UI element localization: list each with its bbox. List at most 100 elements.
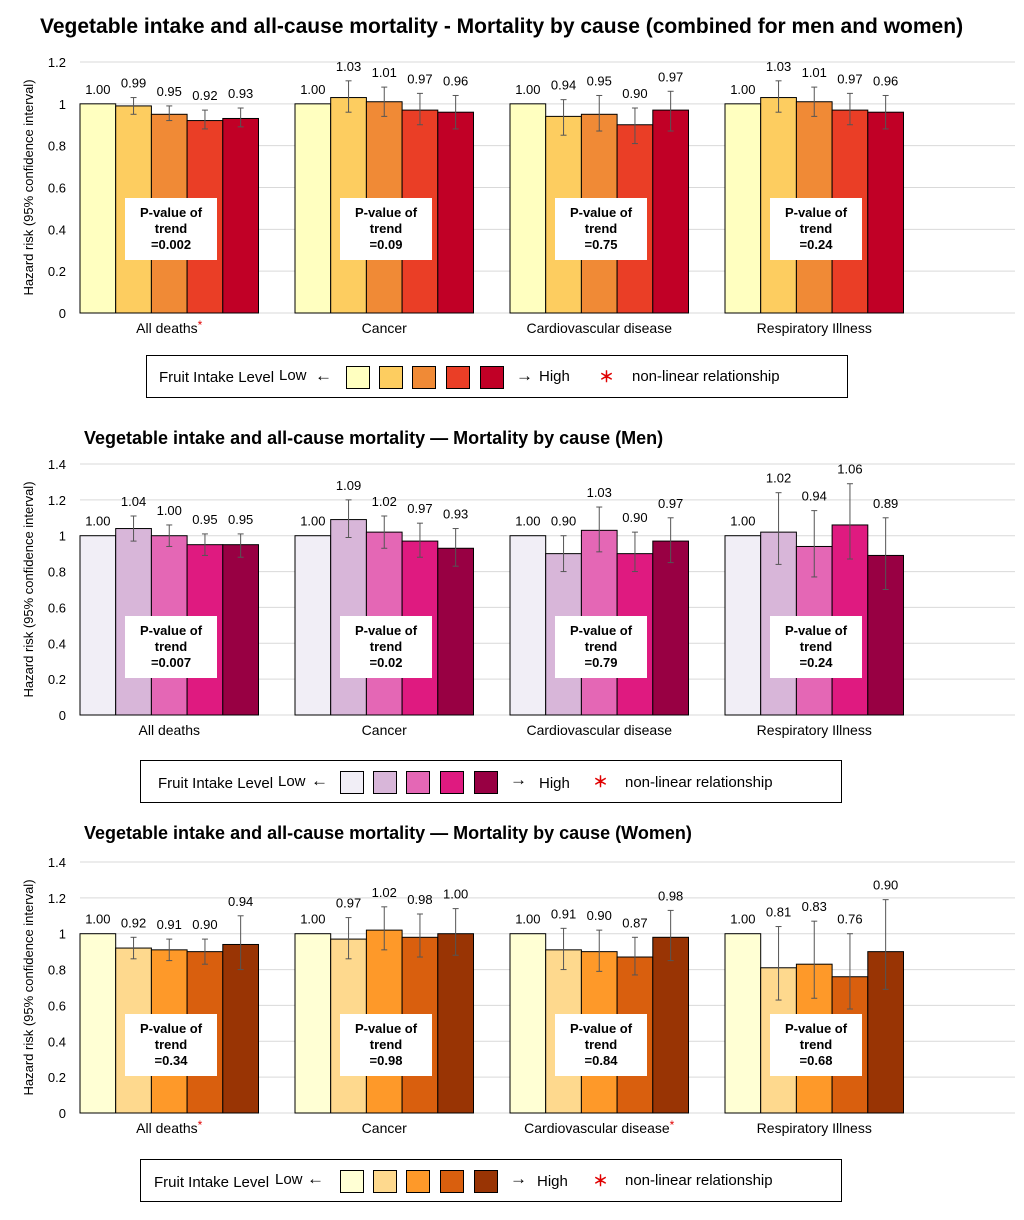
arrow-right-icon: → — [510, 770, 527, 789]
legend-star-text: non-linear relationship — [632, 368, 780, 385]
bar — [437, 547, 474, 716]
legend-swatch-3 — [412, 366, 436, 389]
legend: Fruit Intake Level Low ← → High ＊ non-li… — [146, 355, 848, 398]
x-tick-label: Respiratory Illness — [757, 320, 872, 336]
y-tick-label: 0.4 — [48, 222, 66, 237]
p-value-box: P-value of trend =0.02 — [340, 616, 432, 679]
p-value-label: P-value of trend — [784, 623, 848, 655]
data-label: 1.03 — [766, 59, 791, 74]
arrow-right-icon: → — [510, 1169, 527, 1188]
legend-high: High — [537, 1173, 568, 1190]
data-label: 0.98 — [658, 888, 683, 903]
legend-swatch-2 — [373, 771, 397, 794]
data-label: 0.93 — [443, 507, 468, 522]
y-axis-label: Hazard risk (95% confidence interval) — [21, 79, 36, 295]
y-tick-label: 0.8 — [48, 139, 66, 154]
bar — [294, 535, 332, 716]
legend-swatch-3 — [406, 771, 430, 794]
data-label: 0.97 — [336, 896, 361, 911]
data-label: 1.09 — [336, 478, 361, 493]
p-value: =0.68 — [799, 1053, 833, 1069]
bar — [437, 933, 474, 1114]
y-tick-label: 0 — [59, 1106, 66, 1121]
x-tick-label: Cancer — [362, 722, 407, 738]
chart-title: Vegetable intake and all-cause mortality… — [84, 823, 692, 843]
p-value-box: P-value of trend =0.09 — [340, 197, 432, 260]
bar — [222, 544, 260, 716]
legend-swatch-4 — [446, 366, 470, 389]
data-label: 1.00 — [157, 503, 182, 518]
bar — [294, 103, 332, 314]
arrow-left-icon: ← — [315, 366, 332, 385]
chart-men: 0 0.2 0.4 0.6 0.8 1 1.2 1.4 Hazard risk (95% con… — [21, 457, 1015, 738]
y-tick-label: 0.2 — [48, 672, 66, 687]
data-label: 0.96 — [873, 73, 898, 88]
data-label: 1.03 — [336, 59, 361, 74]
data-label: 1.02 — [372, 885, 397, 900]
bar — [509, 103, 547, 314]
p-value: =0.84 — [584, 1053, 618, 1069]
legend-low: Low — [279, 367, 307, 384]
p-value: =0.75 — [584, 236, 618, 252]
p-value-label: P-value of trend — [569, 204, 633, 236]
data-label: 0.95 — [587, 73, 612, 88]
bar — [652, 540, 689, 716]
legend-low: Low — [278, 773, 306, 790]
y-tick-label: 1.2 — [48, 493, 66, 508]
y-tick-label: 1 — [59, 97, 66, 112]
y-axis-label: Hazard risk (95% confidence interval) — [21, 481, 36, 697]
p-value-label: P-value of trend — [569, 623, 633, 655]
bar — [724, 103, 762, 314]
y-axis-label: Hazard risk (95% confidence interval) — [21, 879, 36, 1095]
y-tick-label: 0.2 — [48, 264, 66, 279]
p-value-box: P-value of trend =0.007 — [125, 616, 217, 679]
p-value-box: P-value of trend =0.75 — [555, 197, 647, 260]
x-tick-label: Cancer — [362, 1120, 407, 1136]
data-label: 0.90 — [622, 510, 647, 525]
data-label: 1.00 — [300, 82, 325, 97]
data-label: 0.97 — [658, 496, 683, 511]
data-label: 1.00 — [515, 82, 540, 97]
data-label: 1.00 — [443, 887, 468, 902]
x-tick-label: Respiratory Illness — [757, 1120, 872, 1136]
data-label: 0.76 — [837, 912, 862, 927]
bar — [437, 111, 474, 314]
bar — [724, 933, 762, 1114]
data-label: 0.99 — [121, 76, 146, 91]
x-tick-label: All deaths* — [136, 1118, 202, 1136]
bar — [79, 535, 117, 716]
data-label: 0.83 — [802, 899, 827, 914]
p-value: =0.24 — [799, 236, 833, 252]
x-tick-label: Cardiovascular disease* — [524, 1118, 675, 1136]
y-tick-label: 0.8 — [48, 963, 66, 978]
data-label: 0.97 — [658, 69, 683, 84]
p-value: =0.09 — [369, 236, 403, 252]
data-label: 0.95 — [157, 84, 182, 99]
data-label: 1.06 — [837, 462, 862, 477]
arrow-left-icon: ← — [311, 771, 328, 790]
data-label: 1.00 — [730, 514, 755, 529]
legend-star: ＊ — [599, 369, 615, 386]
bar — [652, 109, 689, 314]
chart-title: Vegetable intake and all-cause mortality… — [84, 428, 664, 448]
p-value-box: P-value of trend =0.84 — [555, 1014, 647, 1077]
p-value-label: P-value of trend — [354, 204, 418, 236]
y-tick-label: 0.4 — [48, 636, 66, 651]
p-value: =0.02 — [369, 655, 403, 671]
x-tick-label: Cardiovascular disease — [526, 722, 672, 738]
x-tick-label: All deaths* — [136, 318, 202, 336]
data-label: 0.91 — [551, 906, 576, 921]
data-label: 0.93 — [228, 86, 253, 101]
legend-swatch-2 — [373, 1170, 397, 1193]
p-value-box: P-value of trend =0.24 — [770, 616, 862, 679]
x-tick-label: All deaths — [139, 722, 200, 738]
bar — [294, 933, 332, 1114]
data-label: 0.87 — [622, 915, 647, 930]
data-label: 0.95 — [228, 512, 253, 527]
legend-star-text: non-linear relationship — [625, 1172, 773, 1189]
p-value-label: P-value of trend — [139, 623, 203, 655]
legend-label: Fruit Intake Level — [158, 775, 274, 792]
legend-swatch-1 — [340, 771, 364, 794]
bar — [79, 933, 117, 1114]
